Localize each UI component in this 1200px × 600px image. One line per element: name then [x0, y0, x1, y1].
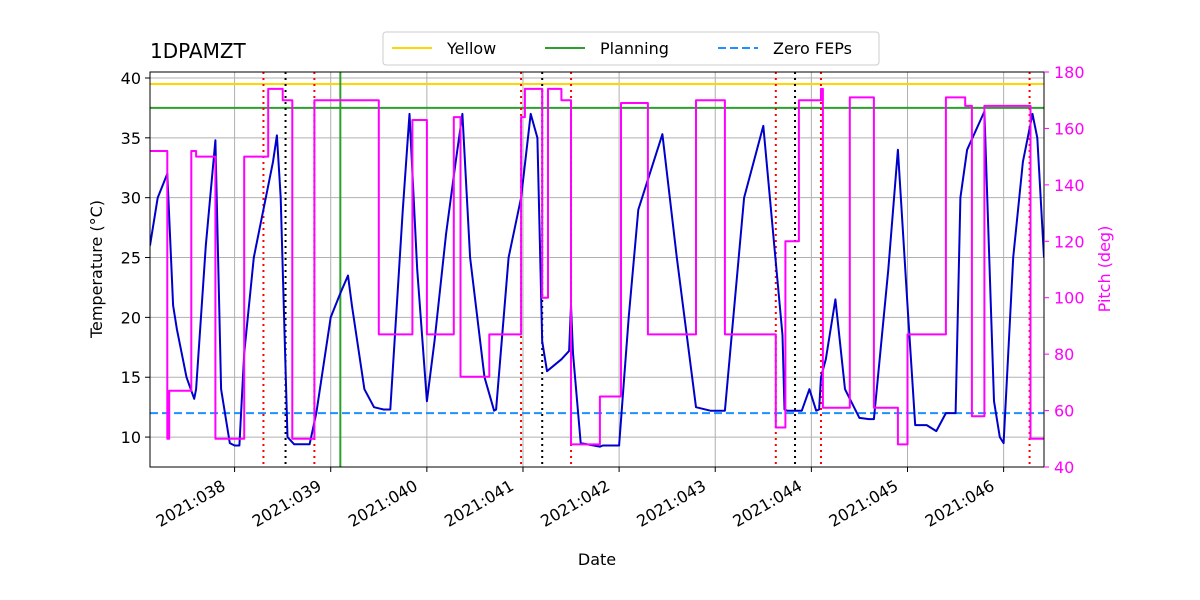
y-tick-label: 35	[121, 129, 141, 148]
plot-frame	[149, 71, 1045, 468]
event-lines	[262, 72, 1031, 467]
series	[150, 87, 1044, 448]
pitch-series-line	[150, 87, 1044, 446]
y-tick-label: 20	[121, 308, 141, 327]
y-tick-label: 10	[121, 428, 141, 447]
y2-tick-label: 180	[1054, 63, 1085, 82]
x-axis-label: Date	[578, 550, 616, 569]
limit-lines	[150, 82, 1044, 415]
y2-tick-label: 100	[1054, 289, 1085, 308]
y2-tick-label: 60	[1054, 402, 1074, 421]
y2-tick-label: 40	[1054, 458, 1074, 477]
chart-title: 1DPAMZT	[150, 39, 247, 63]
y-tick-label: 25	[121, 249, 141, 268]
y2-tick-label: 80	[1054, 345, 1074, 364]
legend-label: Zero FEPs	[773, 39, 852, 58]
temperature-series-line	[150, 110, 1044, 448]
y-axis-label: Temperature (°C)	[87, 200, 106, 339]
y2-tick-label: 140	[1054, 176, 1085, 195]
legend-label: Yellow	[446, 39, 496, 58]
y2-tick-label: 120	[1054, 232, 1085, 251]
y2-axis-label: Pitch (deg)	[1095, 226, 1114, 313]
y-tick-label: 30	[121, 189, 141, 208]
y-tick-label: 40	[121, 69, 141, 88]
legend-box	[382, 31, 880, 66]
y2-tick-label: 160	[1054, 119, 1085, 138]
y-tick-label: 15	[121, 368, 141, 387]
legend: Yellow Planning Zero FEPs	[382, 31, 880, 66]
legend-label: Planning	[600, 39, 669, 58]
